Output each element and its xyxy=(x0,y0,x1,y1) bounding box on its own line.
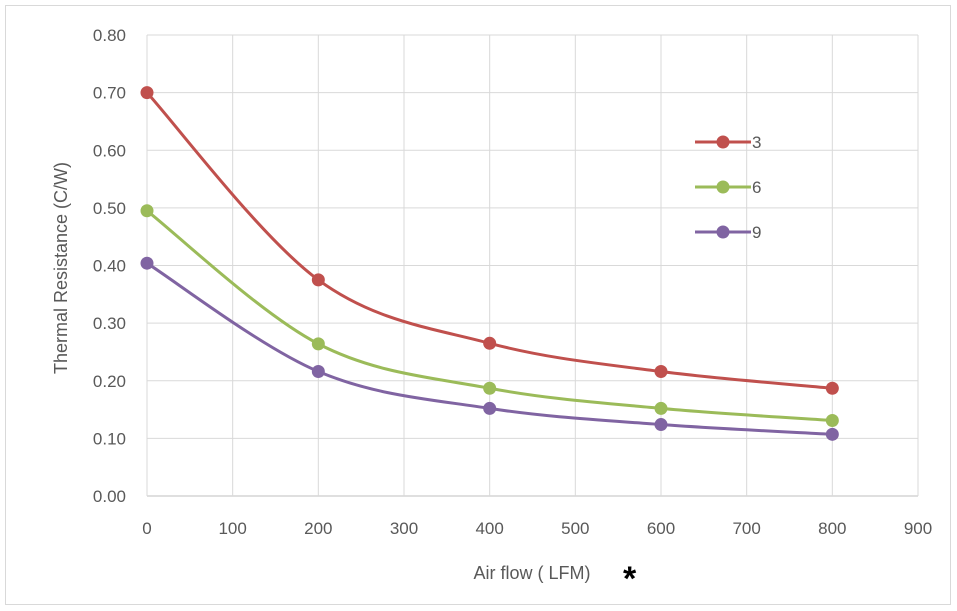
data-point xyxy=(483,336,497,350)
data-point xyxy=(483,381,497,395)
y-axis-ticks: 0.00 0.10 0.20 0.30 0.40 0.50 0.60 0.70 0.80 xyxy=(93,26,126,506)
x-tick-label: 900 xyxy=(904,519,932,538)
data-point xyxy=(311,337,325,351)
y-tick-label: 0.60 xyxy=(93,141,126,160)
data-point xyxy=(140,86,154,100)
data-point xyxy=(654,401,668,415)
legend-item: 3 xyxy=(695,133,761,152)
x-tick-label: 500 xyxy=(561,519,589,538)
y-tick-label: 0.20 xyxy=(93,372,126,391)
x-tick-label: 400 xyxy=(475,519,503,538)
x-tick-label: 200 xyxy=(304,519,332,538)
data-point xyxy=(311,273,325,287)
x-axis-ticks: 0 100 200 300 400 500 600 700 800 900 xyxy=(142,519,932,538)
series-6 xyxy=(140,204,839,428)
y-tick-label: 0.30 xyxy=(93,314,126,333)
y-tick-label: 0.00 xyxy=(93,487,126,506)
chart-frame xyxy=(5,5,951,605)
x-axis-title: Air flow ( LFM) xyxy=(474,563,591,583)
series-9 xyxy=(140,256,839,441)
legend-label: 6 xyxy=(752,178,761,197)
data-point xyxy=(140,256,154,270)
y-tick-label: 0.50 xyxy=(93,199,126,218)
legend-marker xyxy=(716,180,730,194)
data-point xyxy=(311,365,325,379)
y-axis-title: Thermal Resistance (C/W) xyxy=(51,162,71,374)
data-point xyxy=(654,365,668,379)
y-tick-label: 0.70 xyxy=(93,84,126,103)
data-point xyxy=(483,401,497,415)
legend-marker xyxy=(716,135,730,149)
data-point xyxy=(825,381,839,395)
data-point xyxy=(825,427,839,441)
x-tick-label: 800 xyxy=(818,519,846,538)
legend: 3 6 9 xyxy=(695,133,761,242)
x-tick-label: 600 xyxy=(647,519,675,538)
series-3 xyxy=(140,86,839,395)
legend-label: 9 xyxy=(752,223,761,242)
legend-item: 6 xyxy=(695,178,761,197)
legend-item: 9 xyxy=(695,223,761,242)
y-tick-label: 0.10 xyxy=(93,429,126,448)
series xyxy=(140,86,839,441)
x-tick-label: 0 xyxy=(142,519,151,538)
x-tick-label: 700 xyxy=(732,519,760,538)
data-point xyxy=(654,418,668,432)
x-tick-label: 100 xyxy=(218,519,246,538)
grid xyxy=(146,34,919,497)
legend-marker xyxy=(716,225,730,239)
y-tick-label: 0.80 xyxy=(93,26,126,45)
legend-label: 3 xyxy=(752,133,761,152)
data-point xyxy=(140,204,154,218)
data-point xyxy=(825,414,839,428)
y-tick-label: 0.40 xyxy=(93,257,126,276)
x-tick-label: 300 xyxy=(390,519,418,538)
x-axis-title-marker: * xyxy=(623,560,637,598)
